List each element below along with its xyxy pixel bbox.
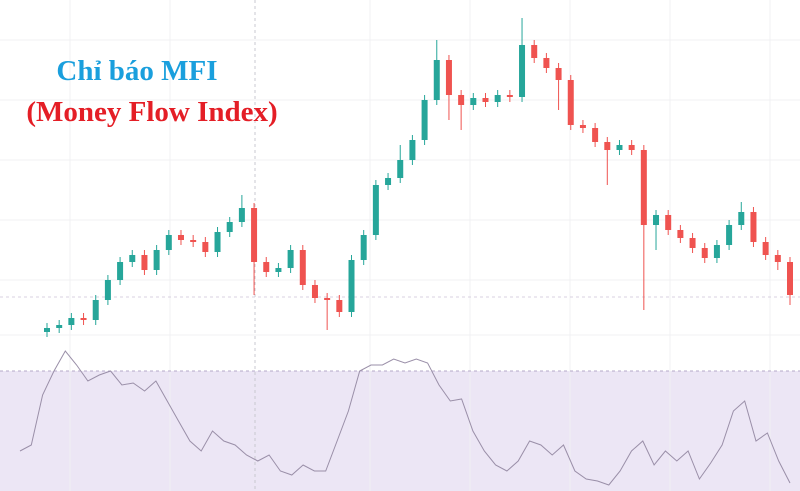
candle-body: [275, 268, 282, 272]
candle-body: [494, 95, 501, 102]
candle-body: [226, 222, 233, 232]
candle-body: [421, 100, 428, 140]
candle-body: [482, 98, 489, 102]
candle-body: [677, 230, 684, 238]
candle-body: [787, 262, 793, 295]
candle-body: [202, 242, 209, 252]
candle-body: [311, 285, 318, 298]
chart-subtitle: (Money Flow Index): [26, 96, 277, 128]
candle-body: [324, 298, 331, 300]
candle-body: [44, 328, 50, 332]
candle-body: [592, 128, 599, 142]
candle-body: [689, 238, 696, 248]
candle-body: [409, 140, 416, 160]
candle-body: [153, 250, 160, 270]
candle-body: [68, 318, 75, 325]
candle-body: [579, 125, 586, 128]
candle-body: [726, 225, 733, 245]
candle-body: [750, 212, 757, 242]
candle-body: [251, 208, 258, 262]
candle-body: [519, 45, 526, 97]
candle-body: [397, 160, 404, 178]
candle-body: [385, 178, 392, 185]
candle-body: [80, 318, 87, 320]
candle-body: [104, 280, 111, 300]
candle-body: [701, 248, 708, 258]
chart-title: Chỉ báo MFI: [56, 55, 217, 87]
candle-body: [372, 185, 379, 235]
candle-body: [555, 68, 562, 80]
candle-body: [762, 242, 769, 255]
candle-body: [543, 58, 550, 68]
candle-body: [92, 300, 99, 320]
candle-body: [738, 212, 745, 225]
candle-body: [141, 255, 148, 270]
candle-body: [653, 215, 660, 225]
candle-body: [713, 245, 720, 258]
candle-body: [263, 262, 270, 272]
candle-body: [287, 250, 294, 268]
candle-body: [470, 98, 477, 105]
mfi-line: [19, 350, 791, 486]
candle-body: [433, 60, 440, 100]
candle-body: [238, 208, 245, 222]
candle-body: [299, 250, 306, 285]
candle-body: [117, 262, 124, 280]
candle-body: [360, 235, 367, 260]
candle-body: [774, 255, 781, 262]
candle-body: [177, 235, 184, 240]
candle-body: [214, 232, 221, 252]
candle-body: [129, 255, 136, 262]
band: [0, 371, 800, 491]
candle-body: [640, 150, 647, 225]
candle-body: [165, 235, 172, 250]
candle-body: [190, 240, 197, 242]
candle-body: [348, 260, 355, 312]
candle-body: [506, 95, 513, 97]
candle-body: [628, 145, 635, 150]
candle-body: [665, 215, 672, 230]
candle-body: [604, 142, 611, 150]
candle-body: [616, 145, 623, 150]
candle-body: [445, 60, 452, 95]
candle-body: [336, 300, 343, 312]
candle-body: [531, 45, 538, 58]
candle-body: [567, 80, 574, 125]
candle-body: [56, 325, 63, 328]
candle-body: [458, 95, 465, 105]
